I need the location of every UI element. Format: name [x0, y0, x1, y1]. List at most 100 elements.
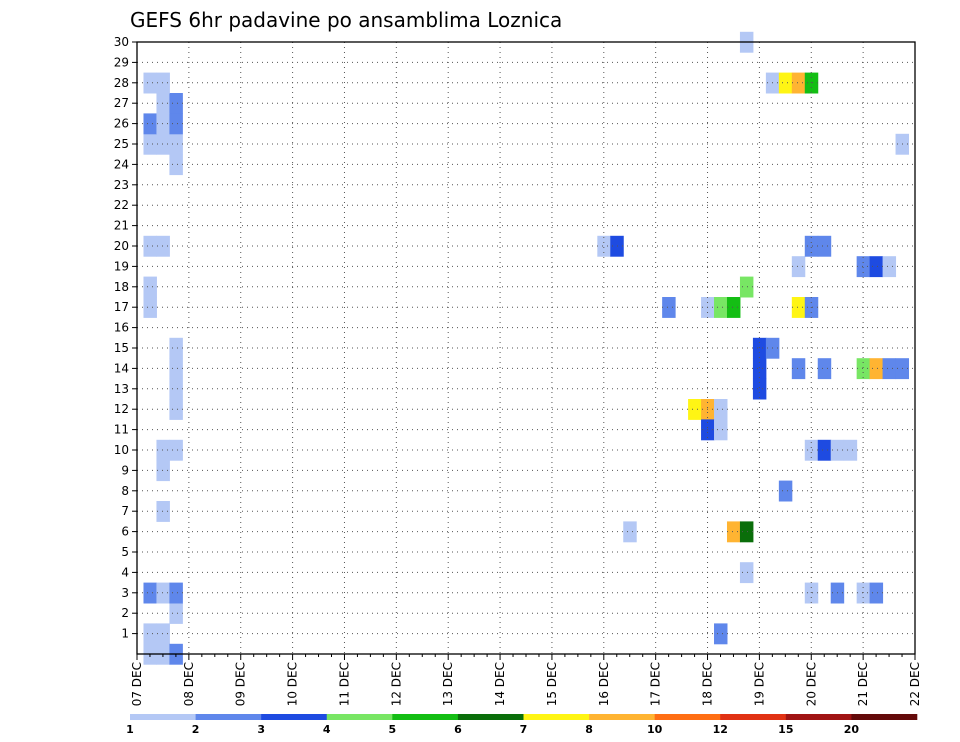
legend-label: 6 [454, 723, 462, 736]
precip-cell [739, 276, 754, 298]
precip-cell [714, 623, 728, 645]
legend-swatch [392, 714, 459, 720]
x-date-label: 17 DEC [649, 662, 663, 706]
legend-swatch [195, 714, 262, 720]
precip-cell [169, 582, 183, 604]
precip-cell [752, 337, 767, 359]
x-date-label: 11 DEC [337, 662, 351, 706]
precip-cell [156, 113, 170, 135]
precip-cell [856, 256, 871, 278]
precip-cell [623, 521, 637, 543]
precip-cell [156, 582, 170, 604]
precip-cell [869, 582, 884, 604]
legend-swatch [785, 714, 852, 720]
precip-cell [143, 276, 157, 298]
precip-cell [143, 297, 157, 318]
precip-cell [169, 603, 183, 624]
precip-cell [143, 113, 157, 135]
x-date-label: 13 DEC [441, 662, 455, 706]
legend-label: 8 [585, 723, 593, 736]
y-tick-label: 30 [114, 35, 129, 49]
y-tick-label: 5 [121, 545, 129, 559]
legend-label: 3 [257, 723, 265, 736]
cells-layer [143, 31, 910, 665]
y-tick-label: 17 [114, 300, 129, 314]
precip-cell [156, 235, 170, 257]
precip-cell [688, 399, 702, 420]
y-tick-label: 16 [114, 321, 129, 335]
precip-cell [143, 235, 157, 257]
y-tick-label: 2 [121, 606, 129, 620]
precip-cell [817, 439, 832, 461]
precip-cell [739, 562, 754, 584]
precip-cell [714, 297, 728, 318]
legend-label: 2 [192, 723, 200, 736]
x-date-label: 07 DEC [130, 662, 144, 706]
x-date-label: 15 DEC [545, 662, 559, 706]
precip-cell [752, 358, 767, 380]
precip-cell [169, 154, 183, 176]
grid-layer [137, 41, 915, 654]
precip-cell [882, 358, 897, 380]
precip-cell [752, 378, 767, 400]
precip-cell [856, 582, 871, 604]
legend-label: 10 [647, 723, 663, 736]
legend-label: 4 [323, 723, 331, 736]
precip-cell [156, 460, 170, 482]
y-tick-label: 4 [121, 565, 129, 579]
y-tick-label: 20 [114, 239, 129, 253]
precip-cell [882, 256, 897, 278]
precip-cell [791, 256, 806, 278]
y-tick-label: 10 [114, 443, 129, 457]
y-tick-label: 26 [114, 117, 129, 131]
x-date-label: 14 DEC [493, 662, 507, 706]
precip-cell [739, 521, 754, 543]
legend-label: 1 [126, 723, 134, 736]
precip-cell [156, 133, 170, 155]
y-tick-label: 9 [121, 463, 129, 477]
chart-title: GEFS 6hr padavine po ansamblima Loznica [130, 8, 562, 32]
y-tick-label: 8 [121, 484, 129, 498]
precip-cell [169, 337, 183, 359]
y-tick-label: 1 [121, 627, 129, 641]
precip-cell [817, 358, 832, 380]
legend-swatch [851, 714, 918, 720]
y-tick-label: 19 [114, 259, 129, 273]
precip-cell [804, 235, 819, 257]
precip-cell [869, 256, 884, 278]
y-tick-label: 23 [114, 178, 129, 192]
precip-cell [856, 358, 871, 380]
y-tick-label: 25 [114, 137, 129, 151]
x-date-label: 12 DEC [389, 662, 403, 706]
y-tick-label: 24 [114, 157, 129, 171]
y-tick-label: 14 [114, 361, 129, 375]
legend-swatch [523, 714, 590, 720]
precip-cell [804, 72, 819, 94]
precip-cell [804, 582, 819, 604]
x-date-label: 10 DEC [286, 662, 300, 706]
legend-swatch [130, 714, 196, 720]
precip-cell [726, 297, 741, 318]
legend-swatch [261, 714, 328, 720]
precip-cell [169, 378, 183, 400]
precip-cell [169, 113, 183, 135]
precip-cell [169, 358, 183, 380]
precip-cell [662, 297, 676, 318]
y-tick-label: 12 [114, 402, 129, 416]
legend-label: 7 [520, 723, 528, 736]
y-tick-label: 21 [114, 219, 129, 233]
precip-cell [156, 93, 170, 114]
legend-label: 15 [778, 723, 793, 736]
precip-cell [597, 235, 611, 257]
precip-cell [791, 358, 806, 380]
x-date-label: 18 DEC [701, 662, 715, 706]
x-date-label: 22 DEC [908, 662, 922, 706]
precip-cell [143, 72, 157, 94]
precip-cell [817, 235, 832, 257]
x-date-label: 20 DEC [804, 662, 818, 706]
y-tick-label: 11 [114, 423, 129, 437]
y-tick-label: 15 [114, 341, 129, 355]
y-tick-label: 13 [114, 382, 129, 396]
legend-label: 20 [844, 723, 860, 736]
legend-label: 5 [389, 723, 397, 736]
